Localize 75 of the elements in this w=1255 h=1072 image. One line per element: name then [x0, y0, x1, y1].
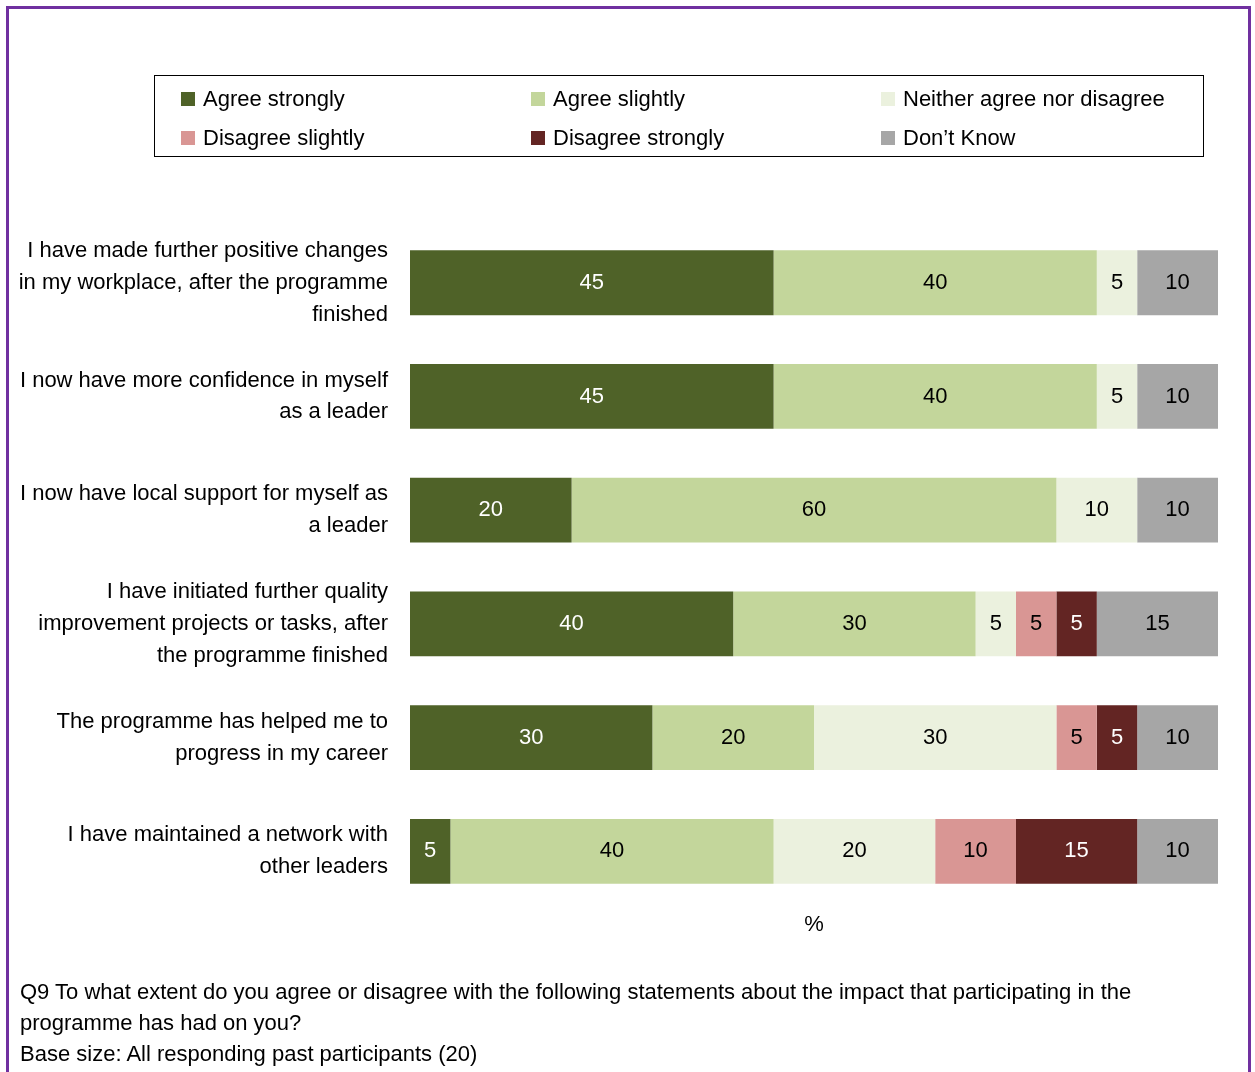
bar	[410, 250, 774, 316]
x-axis-title: %	[804, 911, 824, 937]
y-tick-label: The programme has helped me to progress in my career	[56, 707, 388, 765]
data-label: 45	[579, 382, 605, 408]
data-label: 15	[1145, 609, 1170, 635]
data-label: 10	[963, 837, 988, 863]
bar	[1137, 818, 1218, 884]
data-label: 5	[989, 609, 1002, 635]
data-label: 40	[559, 609, 584, 635]
bar	[733, 591, 976, 657]
bar	[410, 477, 572, 543]
legend-label: Disagree slightly	[203, 125, 365, 151]
y-tick-label: I now have local support for myself as a leader	[19, 480, 388, 538]
bar	[1016, 591, 1057, 657]
data-label: 30	[922, 723, 948, 749]
data-label: 5	[1110, 723, 1124, 749]
y-tick-label: I have maintained a network with other leaders	[67, 821, 388, 879]
data-label: 20	[842, 837, 867, 863]
bar	[1096, 250, 1138, 316]
legend-label: Agree strongly	[203, 86, 345, 112]
bar	[1056, 705, 1097, 770]
data-label: 40	[922, 382, 948, 408]
bar	[773, 364, 1097, 429]
bar	[975, 591, 1016, 657]
bar	[1016, 818, 1138, 884]
data-label: 5	[1070, 609, 1083, 635]
data-label: 45	[579, 268, 605, 294]
bar	[571, 477, 1057, 543]
data-label: 20	[478, 496, 504, 522]
data-label: 10	[1084, 496, 1110, 522]
bar	[410, 705, 653, 770]
y-tick-label: I now have more confidence in myself as a leader	[19, 366, 389, 424]
bar	[1056, 591, 1097, 657]
data-label: 30	[518, 723, 544, 749]
bar	[410, 818, 451, 884]
data-label: 5	[1030, 609, 1043, 635]
text: Q9 To what extent do you agree or disagree with the following statements about the impact that participating in the programme has had on you?	[20, 978, 1133, 1037]
bar	[1137, 250, 1218, 316]
data-label: 40	[599, 837, 625, 863]
bar	[410, 591, 734, 657]
data-label: 5	[1110, 382, 1124, 408]
legend-label: Don’t Know	[903, 125, 1016, 151]
data-label: 15	[1064, 837, 1089, 863]
bar	[410, 364, 774, 429]
data-label: 10	[1165, 496, 1190, 522]
data-label: 20	[720, 723, 746, 749]
bar	[1137, 364, 1218, 429]
bar	[1056, 477, 1138, 543]
bar	[773, 250, 1097, 316]
y-tick-label: I have made further positive changes in my workplace, after the programme finished	[18, 236, 388, 326]
bar	[1137, 705, 1218, 770]
legend-label: Agree slightly	[553, 86, 686, 112]
bar	[450, 818, 774, 884]
legend-label: Neither agree nor disagree	[903, 86, 1165, 112]
text: Base size: All responding past participants (20)	[20, 1040, 479, 1068]
data-label: 5	[1110, 268, 1124, 294]
bar	[1096, 364, 1138, 429]
data-label: 5	[1070, 723, 1083, 749]
data-label: 10	[1165, 382, 1190, 408]
bar	[1137, 477, 1218, 543]
bar	[1096, 705, 1138, 770]
y-tick-label: I have initiated further quality improvement projects or tasks, after the programme finished	[38, 578, 388, 667]
data-label: 60	[801, 496, 827, 522]
data-label: 10	[1165, 837, 1190, 863]
bar	[773, 818, 936, 884]
data-label: 10	[1165, 723, 1190, 749]
data-label: 40	[922, 268, 948, 294]
bar	[1096, 591, 1218, 657]
bar	[814, 705, 1057, 770]
data-label: 5	[424, 837, 437, 863]
data-label: 10	[1165, 268, 1190, 294]
data-label: 30	[842, 609, 867, 635]
bar	[935, 818, 1016, 884]
legend-label: Disagree strongly	[553, 125, 725, 151]
bar	[652, 705, 814, 770]
